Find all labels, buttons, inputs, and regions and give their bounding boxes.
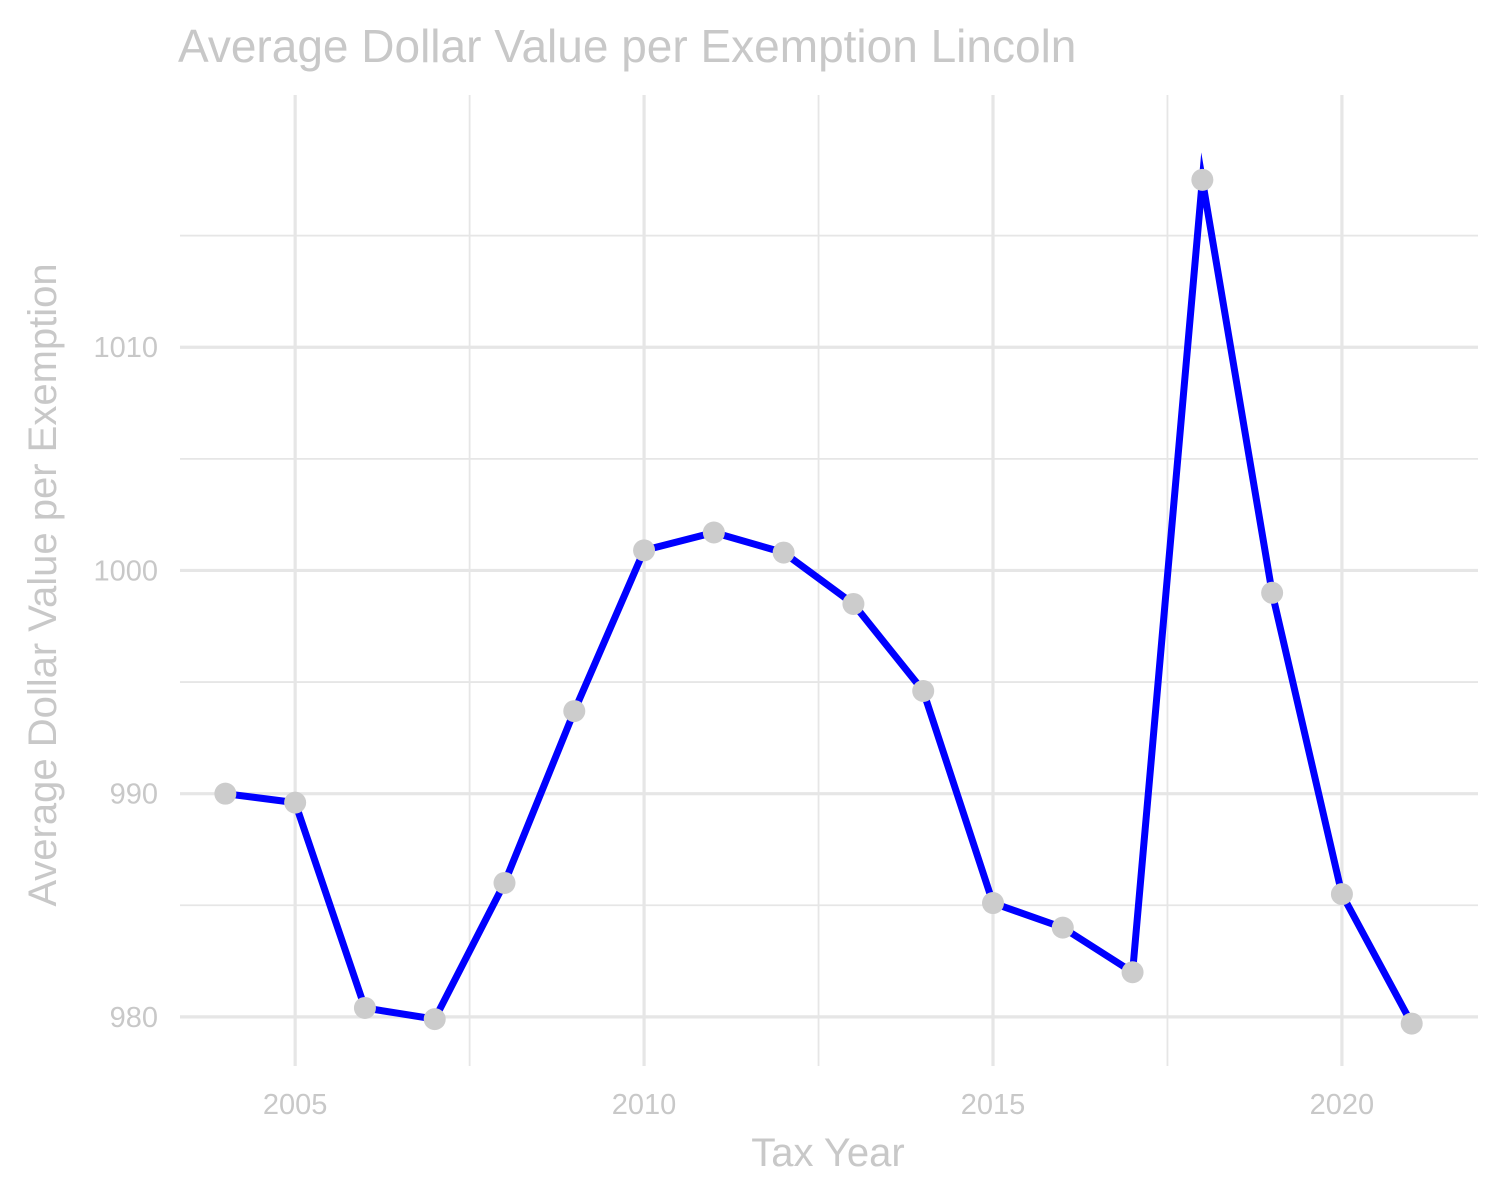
y-axis-ticks: 980 990 1000 1010 [93,332,158,1034]
data-point [1191,168,1214,191]
grid [180,95,1478,1066]
x-tick-label: 2005 [263,1089,328,1121]
y-tick-label: 980 [110,1002,158,1034]
data-point [981,892,1004,915]
data-point [702,521,725,544]
y-tick-label: 1000 [93,555,158,587]
y-tick-label: 1010 [93,332,158,364]
chart-title: Average Dollar Value per Exemption Linco… [178,20,1076,72]
data-point [772,541,795,564]
data-point [1330,883,1353,906]
data-point [842,592,865,615]
data-points [214,168,1423,1035]
data-point [493,871,516,894]
data-point [563,700,586,723]
x-tick-label: 2010 [612,1089,677,1121]
data-point [353,996,376,1019]
data-point [423,1008,446,1031]
data-point [1121,961,1144,984]
x-axis-ticks: 2005 2010 2015 2020 [263,1089,1374,1121]
x-tick-label: 2015 [961,1089,1026,1121]
data-point [1261,581,1284,604]
data-point [1051,916,1074,939]
series-line [224,152,1415,1026]
y-tick-label: 990 [110,779,158,811]
data-point [633,539,656,562]
data-point [214,782,237,805]
x-axis-title: Tax Year [751,1131,904,1175]
data-point [284,791,307,814]
x-tick-label: 2020 [1310,1089,1375,1121]
data-point [1400,1012,1423,1035]
data-point [912,679,935,702]
series-line-group [224,152,1415,1026]
y-axis-title: Average Dollar Value per Exemption [21,263,65,906]
